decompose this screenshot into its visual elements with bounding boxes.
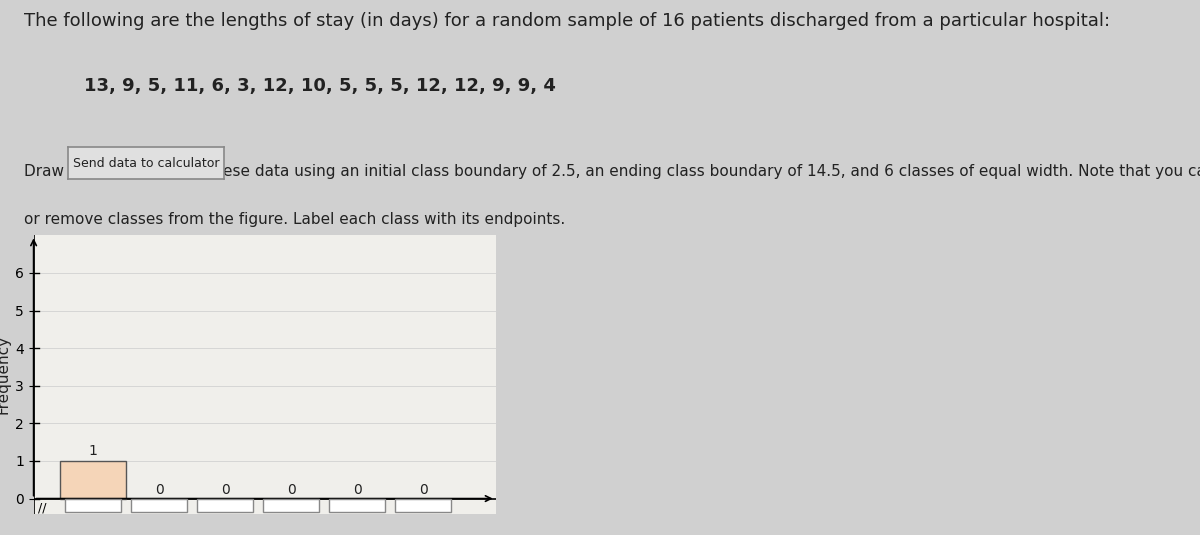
Text: or remove classes from the figure. Label each class with its endpoints.: or remove classes from the figure. Label… bbox=[24, 212, 565, 227]
Text: Send data to calculator: Send data to calculator bbox=[73, 157, 220, 170]
Text: 0: 0 bbox=[287, 483, 295, 496]
Text: The following are the lengths of stay (in days) for a random sample of 16 patien: The following are the lengths of stay (i… bbox=[24, 12, 1110, 30]
Y-axis label: Frequency: Frequency bbox=[0, 335, 11, 414]
Bar bbox=[131, 499, 187, 511]
Bar bbox=[329, 499, 385, 511]
Text: 1: 1 bbox=[89, 445, 97, 458]
Text: 0: 0 bbox=[353, 483, 361, 496]
Bar bbox=[197, 499, 253, 511]
Text: Draw the histogram for these data using an initial class boundary of 2.5, an end: Draw the histogram for these data using … bbox=[24, 164, 1200, 179]
Text: //: // bbox=[37, 502, 46, 515]
Bar bbox=[263, 499, 319, 511]
Bar bbox=[395, 499, 451, 511]
Text: 0: 0 bbox=[155, 483, 163, 496]
Text: 0: 0 bbox=[221, 483, 229, 496]
Bar bbox=[65, 499, 121, 511]
Text: 13, 9, 5, 11, 6, 3, 12, 10, 5, 5, 5, 12, 12, 9, 9, 4: 13, 9, 5, 11, 6, 3, 12, 10, 5, 5, 5, 12,… bbox=[84, 77, 556, 95]
Text: 0: 0 bbox=[419, 483, 427, 496]
Bar bbox=[60, 461, 126, 499]
